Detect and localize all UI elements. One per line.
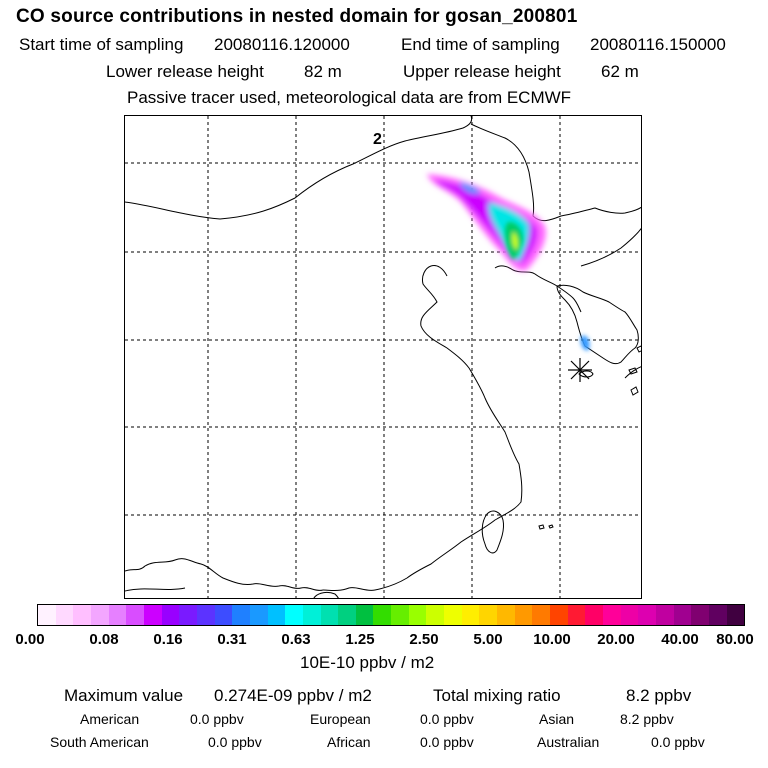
colorbar-swatch bbox=[567, 605, 586, 625]
australian-value: 0.0 ppbv bbox=[651, 734, 705, 750]
tracer-note: Passive tracer used, meteorological data… bbox=[127, 88, 572, 107]
colorbar-swatch bbox=[73, 605, 91, 625]
colorbar-tick: 0.16 bbox=[153, 631, 183, 648]
colorbar bbox=[37, 604, 745, 626]
colorbar-tick: 2.50 bbox=[409, 631, 439, 648]
colorbar-swatch bbox=[479, 605, 498, 625]
colorbar-swatch bbox=[655, 605, 674, 625]
colorbar-swatch bbox=[90, 605, 109, 625]
colorbar-swatch bbox=[444, 605, 462, 625]
end-time-value: 20080116.150000 bbox=[590, 35, 726, 54]
total-mixing-label: Total mixing ratio bbox=[433, 686, 561, 705]
colorbar-tick: 5.00 bbox=[473, 631, 503, 648]
colorbar-tick: 80.00 bbox=[716, 631, 754, 648]
colorbar-tick: 0.08 bbox=[89, 631, 119, 648]
colorbar-swatch bbox=[55, 605, 74, 625]
colorbar-swatch bbox=[196, 605, 215, 625]
south-american-value: 0.0 ppbv bbox=[208, 734, 262, 750]
australian-label: Australian bbox=[537, 734, 600, 750]
asian-label: Asian bbox=[539, 711, 575, 727]
asian-value: 8.2 ppbv bbox=[620, 711, 674, 727]
african-label: African bbox=[327, 734, 371, 750]
colorbar-swatch bbox=[391, 605, 409, 625]
colorbar-swatch bbox=[550, 605, 568, 625]
colorbar-swatch bbox=[408, 605, 427, 625]
colorbar-tick: 1.25 bbox=[345, 631, 375, 648]
colorbar-tick: 0.00 bbox=[15, 631, 45, 648]
colorbar-swatch bbox=[232, 605, 250, 625]
lower-release-label: Lower release height bbox=[106, 62, 264, 81]
start-time-value: 20080116.120000 bbox=[214, 35, 350, 54]
plot-title: CO source contributions in nested domain… bbox=[16, 6, 578, 27]
colorbar-swatch bbox=[673, 605, 692, 625]
lower-release-value: 82 m bbox=[304, 62, 342, 81]
max-value: 0.274E-09 ppbv / m2 bbox=[214, 686, 372, 705]
colorbar-swatch bbox=[285, 605, 303, 625]
european-value: 0.0 ppbv bbox=[420, 711, 474, 727]
colorbar-swatch bbox=[726, 605, 745, 625]
coastline bbox=[125, 116, 641, 598]
american-label: American bbox=[80, 711, 140, 727]
colorbar-swatch bbox=[161, 605, 180, 625]
colorbar-tick: 10.00 bbox=[533, 631, 571, 648]
lat-lon-grid bbox=[125, 116, 641, 598]
colorbar-swatch bbox=[320, 605, 339, 625]
colorbar-swatch bbox=[708, 605, 727, 625]
colorbar-swatch bbox=[143, 605, 162, 625]
colorbar-swatch bbox=[179, 605, 197, 625]
colorbar-swatch bbox=[620, 605, 639, 625]
colorbar-swatch bbox=[338, 605, 356, 625]
colorbar-swatch bbox=[603, 605, 621, 625]
colorbar-unit: 10E-10 ppbv / m2 bbox=[300, 653, 435, 672]
colorbar-swatch bbox=[585, 605, 603, 625]
colorbar-swatch bbox=[302, 605, 321, 625]
colorbar-tick: 0.31 bbox=[217, 631, 247, 648]
african-value: 0.0 ppbv bbox=[420, 734, 474, 750]
european-label: European bbox=[310, 711, 371, 727]
colorbar-swatch bbox=[214, 605, 233, 625]
colorbar-swatch bbox=[355, 605, 374, 625]
panel-label: 2 bbox=[373, 131, 382, 148]
colorbar-tick: 0.63 bbox=[281, 631, 311, 648]
upper-release-label: Upper release height bbox=[403, 62, 561, 81]
colorbar-tick: 20.00 bbox=[597, 631, 635, 648]
colorbar-swatch bbox=[249, 605, 268, 625]
colorbar-swatch bbox=[126, 605, 144, 625]
concentration-plume bbox=[427, 174, 590, 351]
end-time-label: End time of sampling bbox=[401, 35, 560, 54]
colorbar-swatch bbox=[38, 605, 56, 625]
start-time-label: Start time of sampling bbox=[19, 35, 184, 54]
colorbar-swatch bbox=[461, 605, 480, 625]
colorbar-swatch bbox=[691, 605, 709, 625]
colorbar-swatch bbox=[497, 605, 515, 625]
colorbar-swatch bbox=[426, 605, 445, 625]
colorbar-swatch bbox=[108, 605, 127, 625]
receptor-marker bbox=[568, 358, 592, 382]
colorbar-swatch bbox=[638, 605, 656, 625]
colorbar-tick: 40.00 bbox=[661, 631, 699, 648]
colorbar-swatch bbox=[373, 605, 392, 625]
max-value-label: Maximum value bbox=[64, 686, 184, 705]
upper-release-value: 62 m bbox=[601, 62, 639, 81]
map-panel: 2 bbox=[124, 115, 642, 599]
total-mixing-value: 8.2 ppbv bbox=[626, 686, 692, 705]
south-american-label: South American bbox=[50, 734, 149, 750]
colorbar-swatch bbox=[532, 605, 551, 625]
american-value: 0.0 ppbv bbox=[190, 711, 244, 727]
map-canvas: 2 bbox=[125, 116, 641, 598]
colorbar-swatch bbox=[267, 605, 286, 625]
colorbar-swatch bbox=[514, 605, 533, 625]
